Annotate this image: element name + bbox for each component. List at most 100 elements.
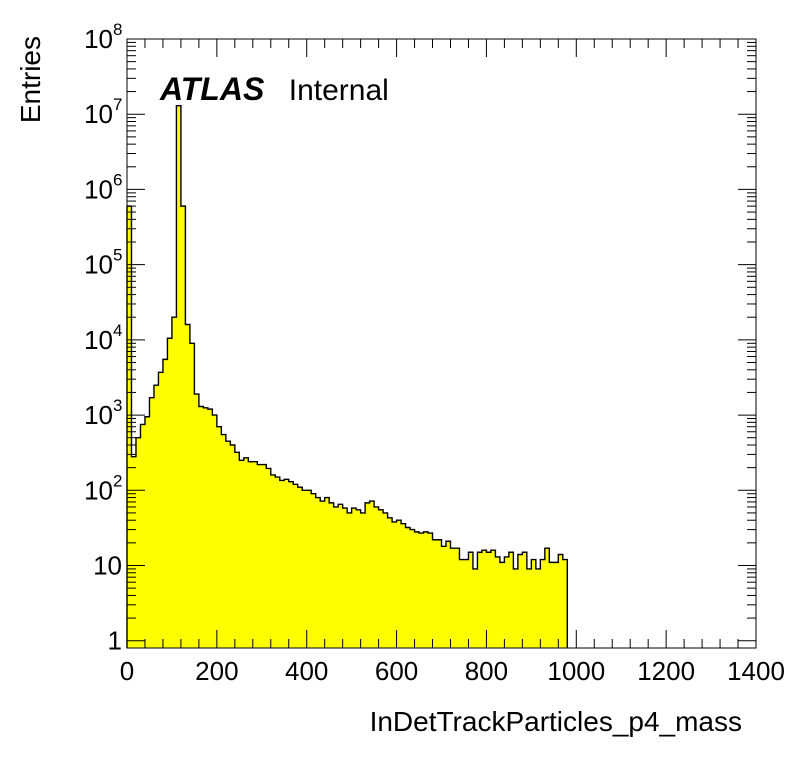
histogram-bin: [392, 521, 397, 648]
histogram-bin: [153, 385, 159, 648]
histogram-bin: [441, 546, 447, 648]
histogram-bin: [275, 477, 281, 648]
histogram-bin: [356, 509, 362, 648]
y-tick-label: 10: [84, 99, 113, 129]
histogram-bin: [526, 568, 532, 648]
y-tick-label: 10: [84, 250, 113, 280]
y-tick-exponent: 6: [113, 170, 122, 189]
histogram-bin: [189, 343, 195, 648]
histogram-bin: [216, 426, 222, 648]
histogram-bin: [540, 559, 546, 648]
histogram-bin: [558, 554, 564, 648]
histogram-bin: [432, 539, 438, 648]
histogram-bin: [266, 468, 272, 648]
y-tick-exponent: 5: [113, 246, 122, 265]
histogram-bin: [194, 394, 200, 648]
histogram-bin: [311, 493, 317, 648]
histogram-bin: [342, 508, 348, 648]
histogram-bin: [459, 559, 465, 648]
y-tick-exponent: 8: [113, 20, 122, 39]
y-tick-label: 10: [93, 550, 122, 580]
histogram-bin: [239, 460, 245, 648]
histogram-bin: [419, 533, 424, 648]
histogram-bin: [293, 484, 299, 648]
histogram-bin: [522, 552, 528, 648]
histogram-bin: [378, 509, 384, 648]
histogram-bin: [351, 508, 357, 648]
histogram-bin: [257, 464, 263, 648]
histogram-bin: [158, 372, 164, 648]
histogram-bin: [396, 520, 402, 648]
histogram-bin: [230, 445, 236, 648]
histogram-bin: [261, 464, 267, 648]
histogram-bin: [495, 556, 501, 648]
histogram-bin: [553, 562, 559, 648]
histogram-bin: [180, 206, 186, 648]
histogram-bin: [423, 531, 429, 648]
histogram-bin: [144, 416, 150, 648]
histogram-bin: [562, 559, 568, 648]
y-tick-label: 10: [84, 24, 113, 54]
histogram-bin: [454, 548, 460, 648]
histogram-bin: [387, 517, 393, 648]
histogram-bin: [504, 556, 510, 648]
y-tick-exponent: 4: [113, 321, 122, 340]
histogram-bin: [463, 559, 469, 648]
axis-ticks: [126, 38, 757, 648]
histogram-bin: [248, 461, 254, 648]
y-tick-label: 1: [108, 626, 122, 656]
histogram-bin: [544, 548, 550, 648]
histogram-bin: [374, 506, 379, 648]
histogram-bin: [445, 541, 451, 648]
histogram-bin: [472, 568, 478, 648]
histogram-bin: [279, 480, 285, 648]
atlas-label-internal: Internal: [289, 74, 389, 107]
histogram-bin: [531, 559, 537, 648]
histogram-bin: [383, 512, 388, 648]
histogram-bin: [288, 481, 294, 648]
histogram-bin: [486, 552, 492, 648]
histogram-bin: [410, 529, 415, 648]
histogram-bin: [450, 548, 456, 648]
histogram-bin: [234, 452, 240, 648]
atlas-label-bold: ATLAS: [159, 71, 265, 107]
histogram-bin: [306, 490, 312, 648]
histogram-bin: [252, 461, 258, 648]
histogram-bin: [270, 474, 276, 648]
histogram-bin: [320, 501, 326, 648]
histogram-bin: [203, 407, 209, 648]
histogram-bin: [284, 479, 290, 648]
histogram-bin: [297, 487, 303, 648]
histogram-bin: [365, 502, 371, 648]
histogram-bin: [414, 531, 420, 648]
histogram-bin: [549, 562, 555, 648]
histogram-bars: [126, 104, 568, 649]
histogram-bin: [477, 552, 483, 648]
y-tick-label: 10: [84, 475, 113, 505]
histogram-bin: [243, 457, 249, 648]
x-tick-label: 1400: [727, 656, 785, 686]
histogram-bin: [324, 497, 330, 648]
x-tick-label: 1000: [547, 656, 605, 686]
histogram-bin: [347, 512, 353, 648]
x-axis-title: InDetTrackParticles_p4_mass: [370, 706, 742, 737]
histogram-bin: [535, 568, 541, 648]
y-tick-exponent: 2: [113, 471, 122, 490]
x-tick-label: 400: [285, 656, 328, 686]
y-tick-exponent: 3: [113, 396, 122, 415]
histogram-bin: [329, 502, 335, 648]
histogram-bin: [185, 324, 191, 648]
histogram-bin: [333, 506, 339, 648]
histogram-bin: [468, 552, 474, 648]
x-tick-label: 200: [195, 656, 238, 686]
histogram-bin: [131, 456, 137, 648]
histogram-bin: [176, 105, 182, 649]
histogram-bin: [369, 501, 375, 648]
x-tick-label: 1200: [637, 656, 695, 686]
histogram-bin: [517, 554, 523, 648]
y-tick-exponent: 7: [113, 95, 122, 114]
histogram-bin: [207, 409, 213, 648]
histogram-bin: [405, 527, 411, 648]
